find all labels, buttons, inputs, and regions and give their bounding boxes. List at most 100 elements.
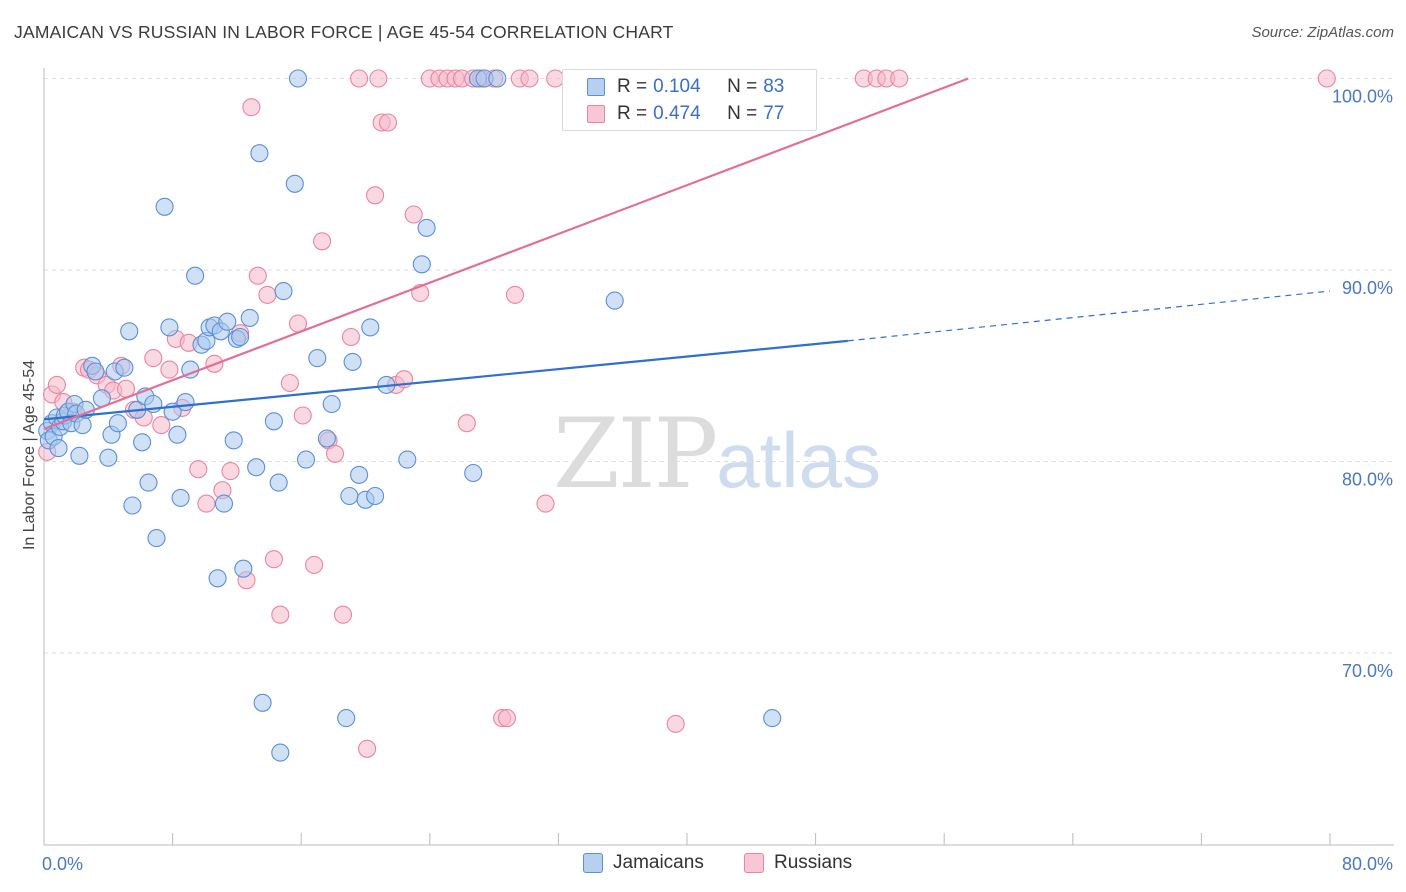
jamaican-point bbox=[488, 69, 507, 88]
jamaican-point bbox=[308, 349, 327, 368]
legend-n-label: N = bbox=[727, 103, 758, 124]
jamaican-point bbox=[296, 450, 316, 469]
jamaican-point bbox=[322, 394, 341, 414]
jamaican-point bbox=[240, 308, 259, 327]
jamaicans-trend-line bbox=[43, 339, 848, 421]
jamaican-point bbox=[269, 473, 288, 492]
jamaican-point bbox=[171, 488, 190, 507]
jamaican-point bbox=[264, 412, 283, 431]
jamaicans-legend-label: Jamaicans bbox=[613, 852, 704, 873]
legend-row-jamaicans: R = 0.104 N = 83 bbox=[587, 75, 784, 99]
jamaicans-swatch bbox=[587, 78, 605, 96]
jamaican-point bbox=[73, 416, 92, 435]
jamaican-point bbox=[186, 266, 205, 285]
legend-n-value: 77 bbox=[763, 103, 785, 124]
russian-point bbox=[305, 555, 324, 574]
jamaican-point bbox=[398, 450, 417, 469]
chart-title: JAMAICAN VS RUSSIAN IN LABOR FORCE | AGE… bbox=[14, 22, 674, 42]
jamaican-point bbox=[234, 559, 253, 578]
jamaican-point bbox=[361, 318, 380, 337]
jamaican-point bbox=[464, 463, 483, 483]
jamaican-point bbox=[288, 69, 308, 88]
jamaican-point bbox=[120, 322, 139, 341]
russian-point bbox=[505, 285, 525, 304]
russian-point bbox=[152, 416, 171, 435]
jamaican-point bbox=[99, 448, 118, 467]
russian-point bbox=[280, 373, 299, 393]
russian-point bbox=[325, 444, 345, 463]
jamaican-point bbox=[224, 431, 243, 450]
legend-n-value: 83 bbox=[763, 76, 785, 97]
russian-point bbox=[189, 460, 208, 479]
russian-point bbox=[358, 739, 377, 758]
jamaican-point bbox=[168, 425, 187, 444]
russian-point bbox=[497, 709, 517, 728]
jamaican-point bbox=[340, 486, 359, 506]
watermark-atlas: atlas bbox=[716, 416, 881, 504]
russian-point bbox=[366, 186, 385, 205]
x-tick-label: 0.0% bbox=[42, 854, 83, 874]
jamaican-point bbox=[250, 144, 269, 163]
russian-point bbox=[890, 69, 909, 88]
jamaican-point bbox=[274, 282, 293, 301]
jamaican-point bbox=[337, 709, 356, 728]
russian-point bbox=[271, 605, 290, 624]
russians-legend-swatch bbox=[744, 853, 764, 873]
russians-trend-line bbox=[43, 77, 969, 430]
russian-point bbox=[313, 232, 332, 251]
legend-row-russians: R = 0.474 N = 77 bbox=[587, 102, 784, 126]
jamaican-point bbox=[366, 486, 385, 506]
legend-r-value: 0.104 bbox=[653, 76, 701, 97]
russian-point bbox=[221, 462, 240, 481]
russian-point bbox=[378, 113, 398, 132]
jamaican-point bbox=[155, 197, 174, 216]
jamaican-point bbox=[231, 327, 250, 347]
jamaican-point bbox=[49, 439, 68, 458]
jamaican-point bbox=[160, 318, 179, 337]
russian-point bbox=[369, 69, 388, 88]
x-tick-label: 80.0% bbox=[1342, 854, 1393, 874]
jamaican-point bbox=[218, 312, 237, 331]
watermark-zip: ZIP bbox=[553, 398, 718, 510]
russian-point bbox=[1317, 69, 1336, 88]
jamaican-point bbox=[123, 496, 142, 515]
jamaican-point bbox=[350, 465, 369, 484]
jamaicans-legend-swatch bbox=[583, 853, 603, 873]
jamaican-point bbox=[605, 291, 624, 310]
jamaican-point bbox=[271, 743, 290, 762]
jamaican-point bbox=[417, 218, 436, 237]
jamaican-point bbox=[139, 473, 158, 492]
russian-point bbox=[264, 550, 283, 569]
series-legend: Jamaicans Russians bbox=[0, 852, 1406, 878]
russian-point bbox=[144, 349, 163, 368]
watermark: ZIPatlas bbox=[553, 398, 881, 510]
source-credit: Source: ZipAtlas.com bbox=[1251, 24, 1394, 41]
jamaican-point bbox=[247, 458, 266, 477]
jamaican-point bbox=[317, 429, 336, 448]
jamaicans-trend-extension bbox=[847, 290, 1331, 342]
legend-item-russians: Russians bbox=[744, 852, 852, 874]
y-tick-label: 100.0% bbox=[1332, 87, 1393, 107]
jamaican-point bbox=[343, 352, 362, 371]
russian-point bbox=[404, 205, 423, 224]
jamaican-point bbox=[133, 433, 152, 452]
russian-point bbox=[341, 327, 361, 347]
russian-point bbox=[457, 414, 476, 433]
y-tick-label: 90.0% bbox=[1342, 278, 1393, 298]
russian-point bbox=[293, 406, 312, 425]
russian-point bbox=[160, 360, 179, 379]
russians-legend-label: Russians bbox=[774, 852, 853, 873]
legend-r-label: R = bbox=[617, 103, 648, 124]
russian-point bbox=[333, 605, 353, 624]
russian-point bbox=[536, 494, 555, 513]
jamaican-point bbox=[147, 529, 166, 548]
legend-item-jamaicans: Jamaicans bbox=[583, 852, 704, 874]
russian-point bbox=[248, 266, 267, 285]
y-tick-label: 70.0% bbox=[1342, 661, 1393, 681]
jamaican-point bbox=[115, 358, 134, 377]
jamaican-point bbox=[176, 393, 195, 412]
jamaican-point bbox=[214, 494, 234, 513]
jamaican-point bbox=[285, 174, 304, 193]
russians-swatch bbox=[587, 105, 605, 123]
jamaican-point bbox=[763, 709, 782, 728]
